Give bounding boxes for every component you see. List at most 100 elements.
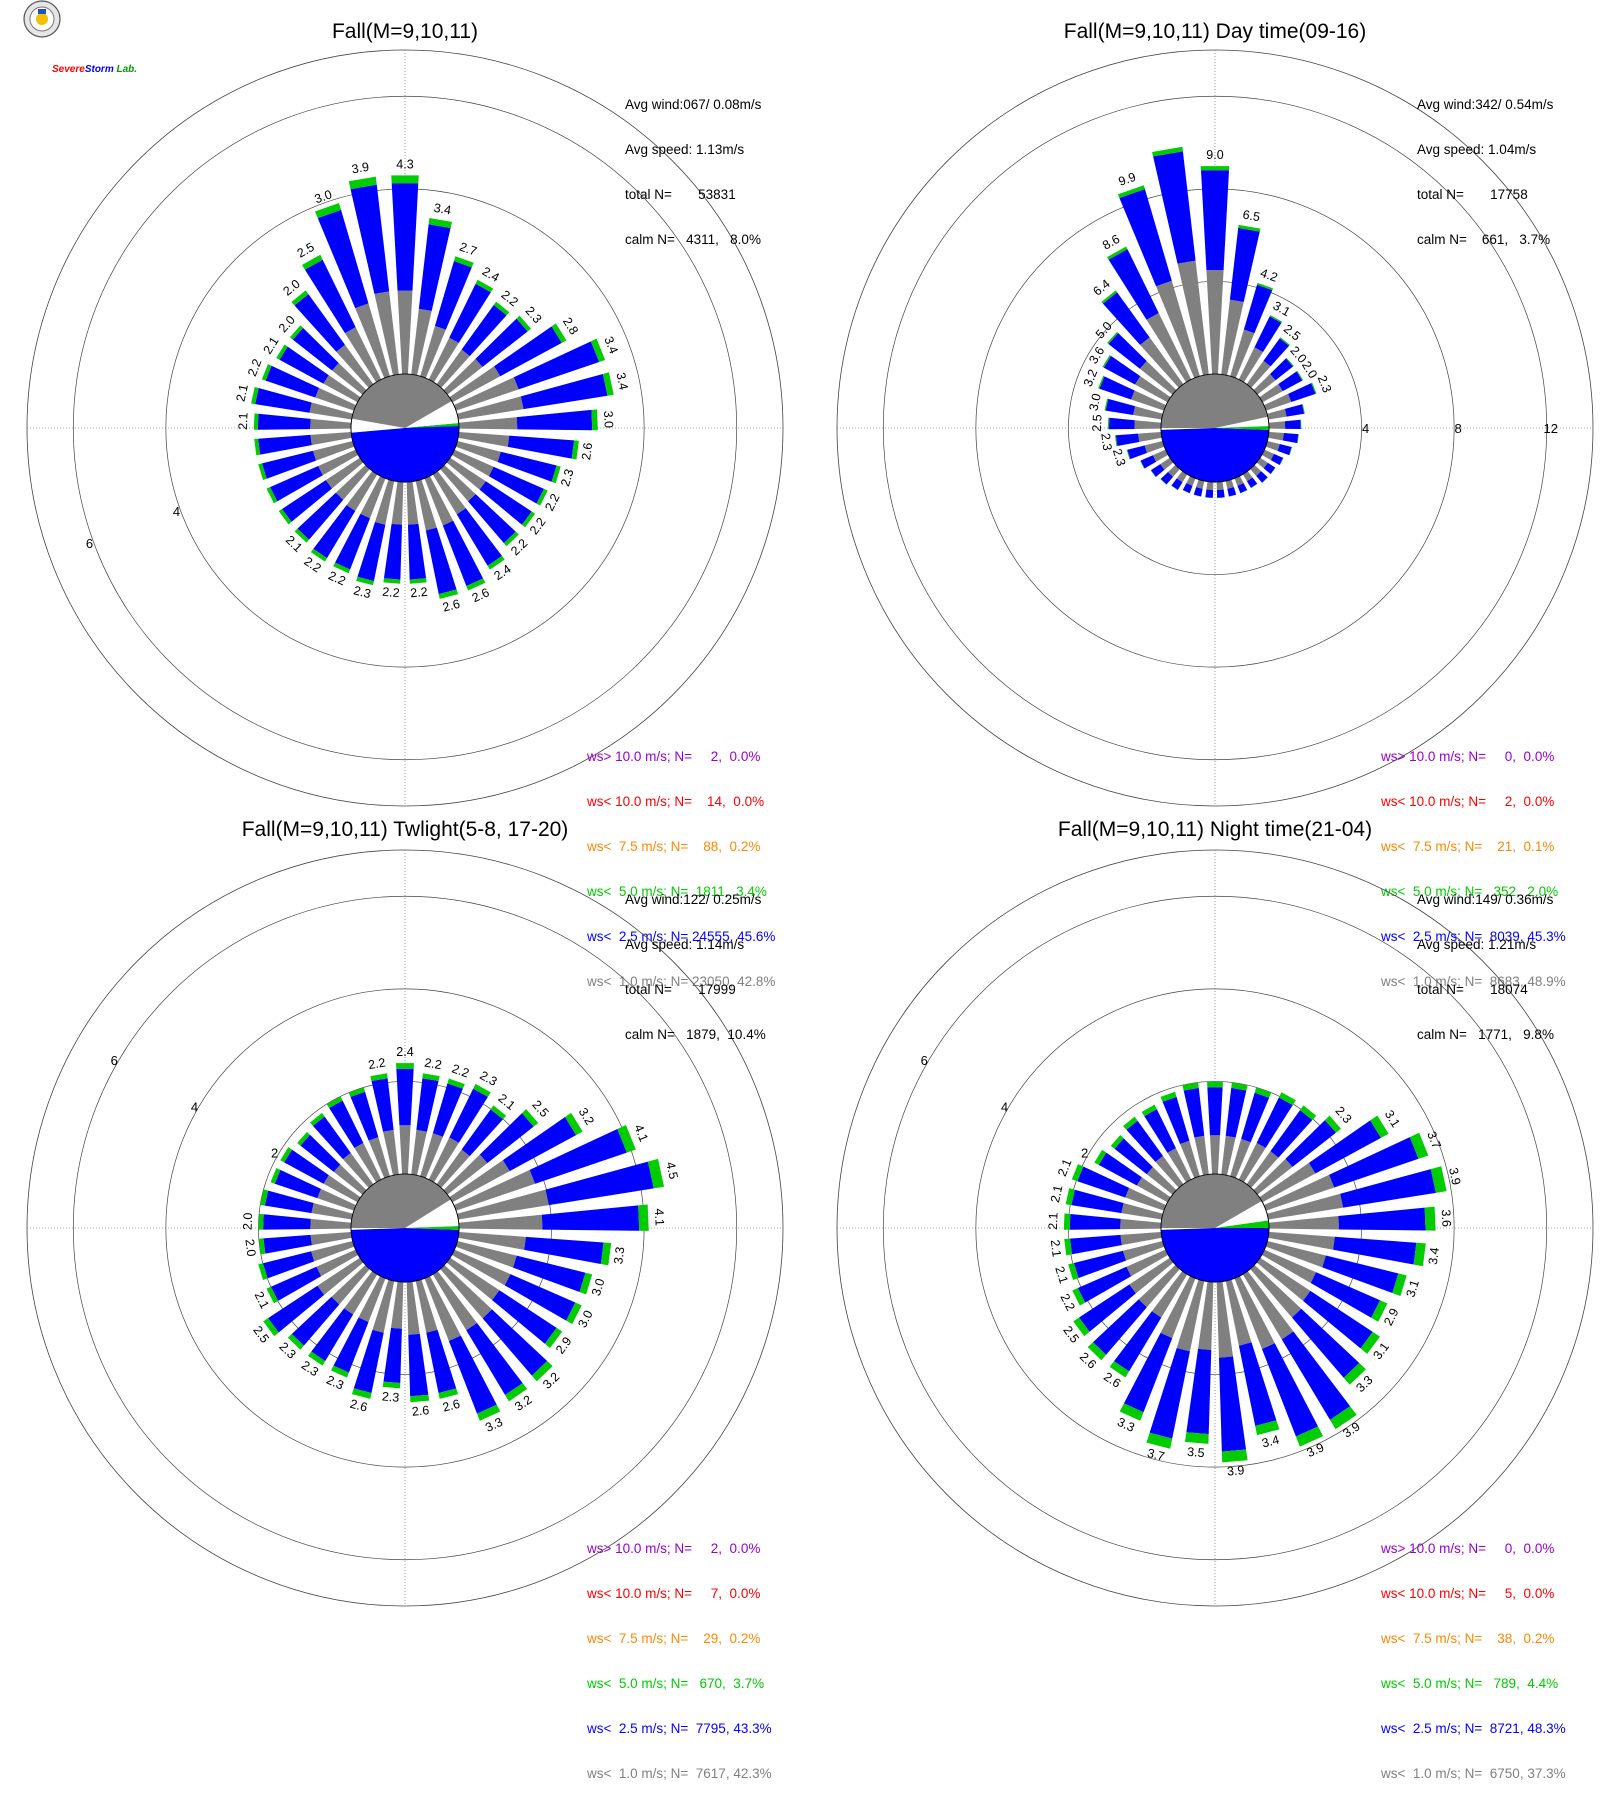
bar-gray-segment xyxy=(1194,1135,1209,1176)
bar-blue-segment xyxy=(284,1149,329,1184)
bar-green-segment xyxy=(260,1189,269,1206)
bar-blue-segment xyxy=(1285,1120,1337,1167)
bar-gray-segment xyxy=(316,1249,359,1277)
calm-gray-sector xyxy=(351,373,452,428)
sector-label: 2.5 xyxy=(529,1098,551,1120)
calm-green-sector xyxy=(405,1226,459,1230)
bar-gray-segment xyxy=(1250,464,1262,476)
bar-blue-segment xyxy=(456,508,503,566)
bar-blue-segment xyxy=(1254,316,1282,353)
bar-gray-segment xyxy=(325,457,364,489)
bar-blue-segment xyxy=(1102,292,1150,345)
bar-blue-segment xyxy=(1119,189,1172,287)
bar-green-segment xyxy=(410,1394,430,1403)
stat-total-n: total N= 18074 xyxy=(1417,982,1528,997)
bar-green-segment xyxy=(266,1286,279,1304)
sector-label: 2.6 xyxy=(411,1403,430,1418)
legend: ws> 10.0 m/s; N= 2, 0.0% ws< 10.0 m/s; N… xyxy=(587,719,775,1019)
bar-blue-segment xyxy=(1108,249,1159,320)
legend-entry: ws< 10.0 m/s; N= 2, 0.0% xyxy=(1381,794,1555,809)
sector-label: 2.4 xyxy=(480,264,502,285)
bar-green-segment xyxy=(1238,224,1261,232)
sector-label: 2.3 xyxy=(381,1389,400,1404)
stat-calm-n: calm N= 661, 3.7% xyxy=(1417,232,1551,247)
bar-green-segment xyxy=(600,1242,612,1266)
bar-gray-segment xyxy=(374,291,399,376)
legend-entry: ws< 2.5 m/s; N= 7795, 43.3% xyxy=(587,1721,772,1736)
bar-green-segment xyxy=(1141,1104,1157,1117)
bar-blue-segment xyxy=(434,261,472,330)
sector-label: 2.1 xyxy=(252,1289,272,1311)
bar-green-segment xyxy=(1152,146,1183,157)
bar-green-segment xyxy=(551,465,561,484)
bar-gray-segment xyxy=(1268,1216,1339,1230)
stats-block: Avg wind:122/ 0.25m/s Avg speed: 1.14m/s… xyxy=(625,862,766,1072)
bar-green-segment xyxy=(309,1112,325,1126)
chart-title: Fall(M=9,10,11) Night time(21-04) xyxy=(1057,818,1373,841)
sector-label: 3.2 xyxy=(576,1105,597,1127)
bar-gray-segment xyxy=(1160,457,1174,470)
bar-green-segment xyxy=(1296,370,1304,381)
stats-block: Avg wind:067/ 0.08m/s Avg speed: 1.13m/s… xyxy=(625,67,761,277)
bar-gray-segment xyxy=(344,1271,378,1315)
bar-blue-segment xyxy=(1340,1169,1436,1208)
bar-blue-segment xyxy=(1193,487,1203,497)
bar-gray-segment xyxy=(1155,1155,1184,1188)
bar-blue-segment xyxy=(1144,1109,1176,1153)
bar-green-segment xyxy=(1285,357,1294,367)
range-ring xyxy=(882,95,1548,761)
bar-gray-segment xyxy=(310,1218,352,1230)
sector-label: 3.4 xyxy=(613,371,630,391)
bar-blue-segment xyxy=(468,494,516,544)
bar-blue-segment xyxy=(1282,433,1299,444)
bar-green-segment xyxy=(505,1383,528,1402)
bar-gray-segment xyxy=(415,479,437,531)
bar-green-segment xyxy=(1430,1166,1447,1193)
bar-gray-segment xyxy=(1234,475,1244,486)
bar-blue-segment xyxy=(353,1329,384,1393)
bar-gray-segment xyxy=(1131,390,1167,411)
legend-entry: ws< 10.0 m/s; N= 7, 0.0% xyxy=(587,1586,761,1601)
bar-blue-segment xyxy=(304,259,356,334)
bar-gray-segment xyxy=(333,1164,367,1195)
bar-blue-segment xyxy=(1256,471,1268,483)
bar-gray-segment xyxy=(1120,1231,1162,1246)
sector-label: 3.0 xyxy=(313,187,334,206)
bar-green-segment xyxy=(1330,1406,1357,1430)
bar-blue-segment xyxy=(257,413,311,430)
range-ring xyxy=(882,895,1548,1561)
bar-green-segment xyxy=(254,438,261,456)
bar-green-segment xyxy=(1071,1164,1084,1182)
bar-gray-segment xyxy=(317,1257,364,1295)
bar-gray-segment xyxy=(411,308,432,376)
sector-label: 4.5 xyxy=(663,1161,680,1181)
bar-blue-segment xyxy=(1098,1152,1142,1186)
stats-block: Avg wind:342/ 0.54m/s Avg speed: 1.04m/s… xyxy=(1417,67,1553,277)
bar-blue-segment xyxy=(262,450,316,479)
bar-blue-segment xyxy=(1256,1097,1293,1148)
sector-label: 4.3 xyxy=(396,157,413,171)
bar-blue-segment xyxy=(262,1251,315,1279)
bar-green-segment xyxy=(521,1109,539,1127)
bar-blue-segment xyxy=(1329,1137,1419,1188)
bar-blue-segment xyxy=(1284,419,1301,430)
sector-label: 3.7 xyxy=(1146,1446,1166,1464)
sector-label: 3.0 xyxy=(1087,392,1104,412)
bar-green-segment xyxy=(1200,166,1230,171)
bar-blue-segment xyxy=(488,466,545,504)
bar-green-segment xyxy=(551,323,567,343)
calm-blue-sector xyxy=(351,423,459,482)
sector-label: 2.3 xyxy=(558,467,576,488)
bar-blue-segment xyxy=(1069,1213,1121,1230)
bar-blue-segment xyxy=(1338,1207,1426,1231)
bar-gray-segment xyxy=(1267,408,1287,420)
stat-total-n: total N= 17999 xyxy=(625,982,736,997)
bar-blue-segment xyxy=(1216,489,1225,498)
bar-blue-segment xyxy=(371,1078,394,1132)
bar-gray-segment xyxy=(420,1133,443,1179)
bar-blue-segment xyxy=(482,1309,548,1376)
bar-green-segment xyxy=(1231,1082,1248,1091)
sector-label: 3.2 xyxy=(1081,367,1100,388)
sector-label: 6.5 xyxy=(1242,208,1262,225)
bar-blue-segment xyxy=(1241,1092,1270,1143)
